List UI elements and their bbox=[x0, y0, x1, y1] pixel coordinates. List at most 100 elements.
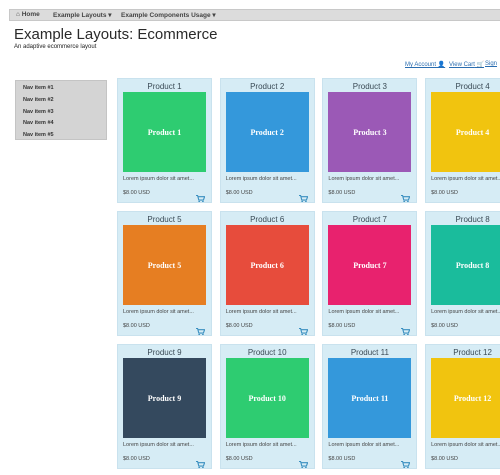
product-price: $8.00 USD bbox=[225, 456, 253, 462]
product-price: $8.00 USD bbox=[123, 190, 150, 196]
add-to-cart[interactable] bbox=[401, 190, 411, 203]
product-image: Product 11 bbox=[328, 358, 412, 438]
product-title: Product 10 bbox=[247, 348, 287, 357]
product-title: Product 4 bbox=[455, 82, 490, 91]
sign-link[interactable]: Sign bbox=[485, 61, 498, 67]
product-image-label: Product 8 bbox=[455, 260, 490, 270]
product-image: Product 9 bbox=[123, 358, 206, 438]
add-to-cart[interactable] bbox=[401, 323, 411, 336]
product-image-label: Product 2 bbox=[250, 127, 284, 137]
product-title: Product 1 bbox=[147, 82, 182, 91]
product-image: Product 6 bbox=[225, 225, 309, 305]
product-price: $8.00 USD bbox=[225, 323, 253, 329]
product-description: Lorem ipsum dolor sit amet... bbox=[123, 442, 194, 448]
product-price: $8.00 USD bbox=[328, 323, 356, 329]
product-image-label: Product 4 bbox=[455, 127, 490, 137]
nav-dropdown[interactable]: Example Components Usage ▾ bbox=[121, 12, 216, 19]
product-image-label: Product 10 bbox=[248, 393, 286, 403]
product-price: $8.00 USD bbox=[431, 190, 458, 196]
product-card[interactable]: Product 3 Product 3 Lorem ipsum dolor sit … bbox=[322, 78, 418, 203]
nav-dropdown[interactable]: Example Layouts ▾ bbox=[53, 12, 112, 19]
product-image-label: Product 5 bbox=[147, 260, 182, 270]
sidebar-item[interactable]: Nav item #4 bbox=[23, 120, 54, 127]
product-card[interactable]: Product 12 Product 12 Lorem ipsum dolor si… bbox=[425, 344, 500, 469]
product-card[interactable]: Product 11 Product 11 Lorem ipsum dolor si… bbox=[322, 344, 418, 469]
product-description: Lorem ipsum dolor sit amet... bbox=[431, 309, 500, 315]
product-title: Product 5 bbox=[147, 215, 182, 224]
product-image: Product 5 bbox=[123, 225, 206, 305]
add-to-cart[interactable] bbox=[298, 456, 309, 469]
product-image-label: Product 6 bbox=[250, 260, 284, 270]
product-card[interactable]: Product 1 Product 1 Lorem ipsum dolor sit … bbox=[117, 78, 212, 203]
sidebar-item[interactable]: Nav item #3 bbox=[23, 108, 54, 115]
add-to-cart[interactable] bbox=[196, 190, 206, 203]
cart-icon[interactable] bbox=[401, 327, 411, 336]
cart-icon[interactable] bbox=[196, 327, 206, 336]
cart-icon[interactable] bbox=[298, 327, 309, 336]
cart-icon[interactable] bbox=[401, 460, 411, 469]
product-card[interactable]: Product 7 Product 7 Lorem ipsum dolor sit … bbox=[322, 211, 418, 336]
sidebar: Nav item #1 Nav item #2 Nav item #3 Nav ite… bbox=[15, 80, 107, 140]
product-card[interactable]: Product 4 Product 4 Lorem ipsum dolor sit … bbox=[425, 78, 500, 203]
product-description: Lorem ipsum dolor sit amet... bbox=[328, 442, 400, 448]
product-title: Product 3 bbox=[352, 82, 388, 91]
cart-icon[interactable] bbox=[298, 194, 309, 203]
product-image: Product 1 bbox=[123, 92, 206, 172]
product-title: Product 9 bbox=[147, 348, 182, 357]
cart-icon[interactable] bbox=[401, 194, 411, 203]
product-description: Lorem ipsum dolor sit amet... bbox=[123, 176, 194, 182]
product-image-label: Product 7 bbox=[353, 260, 387, 270]
product-image: Product 4 bbox=[431, 92, 500, 172]
product-card[interactable]: Product 2 Product 2 Lorem ipsum dolor sit … bbox=[219, 78, 315, 203]
cart-link[interactable]: View Cart 🛒 bbox=[449, 62, 485, 68]
product-image-label: Product 11 bbox=[351, 393, 389, 403]
product-image: Product 10 bbox=[225, 358, 309, 438]
add-to-cart[interactable] bbox=[298, 190, 309, 203]
product-price: $8.00 USD bbox=[225, 190, 253, 196]
nav-label: Example Components Usage bbox=[121, 12, 211, 19]
cart-icon[interactable] bbox=[196, 460, 206, 469]
add-to-cart[interactable] bbox=[298, 323, 309, 336]
product-description: Lorem ipsum dolor sit amet... bbox=[328, 309, 400, 315]
navbar: ⌂ Home Example Layouts ▾ Example Compone… bbox=[9, 9, 500, 21]
product-card[interactable]: Product 10 Product 10 Lorem ipsum dolor si… bbox=[219, 344, 315, 469]
nav-label: Home bbox=[21, 11, 40, 18]
product-image-label: Product 9 bbox=[147, 393, 182, 403]
product-image: Product 7 bbox=[328, 225, 412, 305]
cart-icon[interactable] bbox=[298, 460, 309, 469]
product-title: Product 2 bbox=[250, 82, 285, 91]
add-to-cart[interactable] bbox=[401, 456, 411, 469]
product-price: $8.00 USD bbox=[431, 456, 458, 462]
product-description: Lorem ipsum dolor sit amet... bbox=[225, 442, 297, 448]
product-card[interactable]: Product 8 Product 8 Lorem ipsum dolor sit … bbox=[425, 211, 500, 336]
sidebar-item[interactable]: Nav item #1 bbox=[23, 85, 54, 91]
product-card[interactable]: Product 9 Product 9 Lorem ipsum dolor sit … bbox=[117, 344, 212, 469]
page-title: Example Layouts: Ecommerce bbox=[14, 26, 218, 43]
product-card[interactable]: Product 5 Product 5 Lorem ipsum dolor sit … bbox=[117, 211, 212, 336]
product-title: Product 11 bbox=[350, 348, 389, 357]
nav-home[interactable]: ⌂ Home bbox=[16, 11, 40, 18]
product-description: Lorem ipsum dolor sit amet... bbox=[328, 176, 400, 182]
product-title: Product 12 bbox=[453, 348, 492, 357]
sidebar-item[interactable]: Nav item #5 bbox=[23, 132, 54, 139]
product-card[interactable]: Product 6 Product 6 Lorem ipsum dolor sit … bbox=[219, 211, 315, 336]
sidebar-item[interactable]: Nav item #2 bbox=[23, 96, 54, 103]
product-image-label: Product 3 bbox=[353, 127, 387, 137]
cart-icon[interactable] bbox=[196, 194, 206, 203]
product-title: Product 7 bbox=[352, 215, 388, 224]
add-to-cart[interactable] bbox=[196, 456, 206, 469]
nav-label: Example Layouts bbox=[53, 12, 107, 19]
link-label: View Cart bbox=[449, 62, 475, 68]
product-image-label: Product 12 bbox=[453, 393, 492, 403]
add-to-cart[interactable] bbox=[196, 323, 206, 336]
product-price: $8.00 USD bbox=[123, 323, 150, 329]
product-price: $8.00 USD bbox=[123, 456, 150, 462]
product-image: Product 2 bbox=[225, 92, 309, 172]
product-image: Product 8 bbox=[431, 225, 500, 305]
product-price: $8.00 USD bbox=[328, 456, 356, 462]
product-description: Lorem ipsum dolor sit amet... bbox=[431, 176, 500, 182]
account-link[interactable]: My Account 👤 bbox=[405, 62, 446, 68]
product-title: Product 6 bbox=[250, 215, 285, 224]
product-price: $8.00 USD bbox=[431, 323, 458, 329]
product-image-label: Product 1 bbox=[147, 127, 182, 137]
